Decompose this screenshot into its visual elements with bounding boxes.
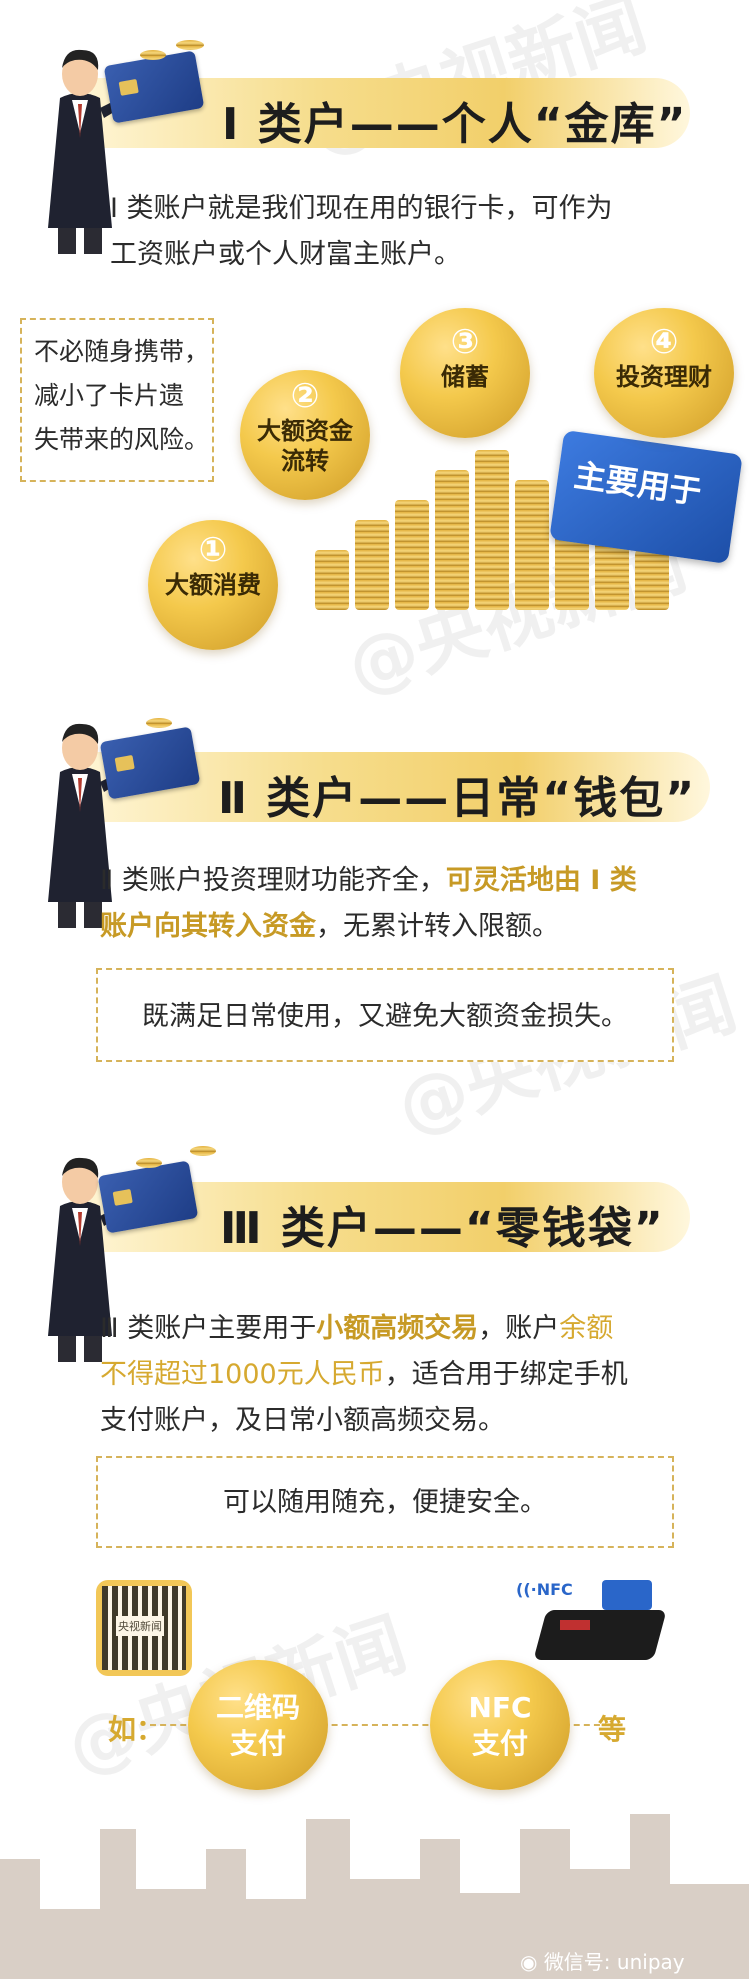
- use-circle-4: ④ 投资理财: [594, 308, 734, 438]
- wechat-icon: ◉: [520, 1950, 544, 1974]
- section1-title: Ⅰ 类户——个人“金库”: [222, 99, 688, 150]
- coin-stacks: [310, 440, 730, 620]
- nfc-tag: ((·NFC: [516, 1580, 573, 1599]
- section1-note: 不必随身携带， 减小了卡片遗 失带来的风险。: [20, 318, 214, 482]
- connector-line: [150, 1724, 610, 1726]
- coin-icon: [140, 50, 166, 60]
- qr-code-icon: 央视新闻: [96, 1580, 192, 1676]
- coin-icon: [190, 1146, 216, 1156]
- coin-icon: [146, 718, 172, 728]
- businessman-illustration: [48, 1157, 134, 1362]
- qr-pay-circle: 二维码 支付: [188, 1660, 328, 1790]
- suffix-label: 等: [598, 1713, 627, 1746]
- section1-desc: Ⅰ 类账户就是我们现在用的银行卡，可作为 工资账户或个人财富主账户。: [110, 193, 613, 270]
- prefix-label: 如：: [108, 1713, 165, 1746]
- coin-icon: [176, 40, 204, 50]
- use-circle-3: ③ 储蓄: [400, 308, 530, 438]
- coin-icon: [136, 1158, 162, 1168]
- nfc-pay-circle: NFC 支付: [430, 1660, 570, 1790]
- footer-wechat-id: ◉ 微信号: unipay: [520, 1950, 685, 1974]
- section2-note: 既满足日常使用，又避免大额资金损失。: [96, 968, 674, 1062]
- city-skyline: [0, 1809, 749, 1979]
- use-circle-1: ① 大额消费: [148, 520, 278, 650]
- use-circle-2: ② 大额资金 流转: [240, 370, 370, 500]
- businessman-illustration: [48, 723, 134, 928]
- section3-title: Ⅲ 类户——“零钱袋”: [220, 1203, 665, 1254]
- section2-desc: Ⅱ 类账户投资理财功能齐全，可灵活地由 Ⅰ 类 账户向其转入资金，无累计转入限额…: [100, 865, 637, 942]
- section2-title: Ⅱ 类户——日常“钱包”: [218, 773, 697, 824]
- nfc-pos-terminal-icon: [533, 1580, 670, 1670]
- section3-desc: Ⅲ 类账户主要用于小额高频交易，账户余额 不得超过1000元人民币，适合用于绑定…: [100, 1313, 628, 1436]
- section3-note: 可以随用随充，便捷安全。: [96, 1456, 674, 1548]
